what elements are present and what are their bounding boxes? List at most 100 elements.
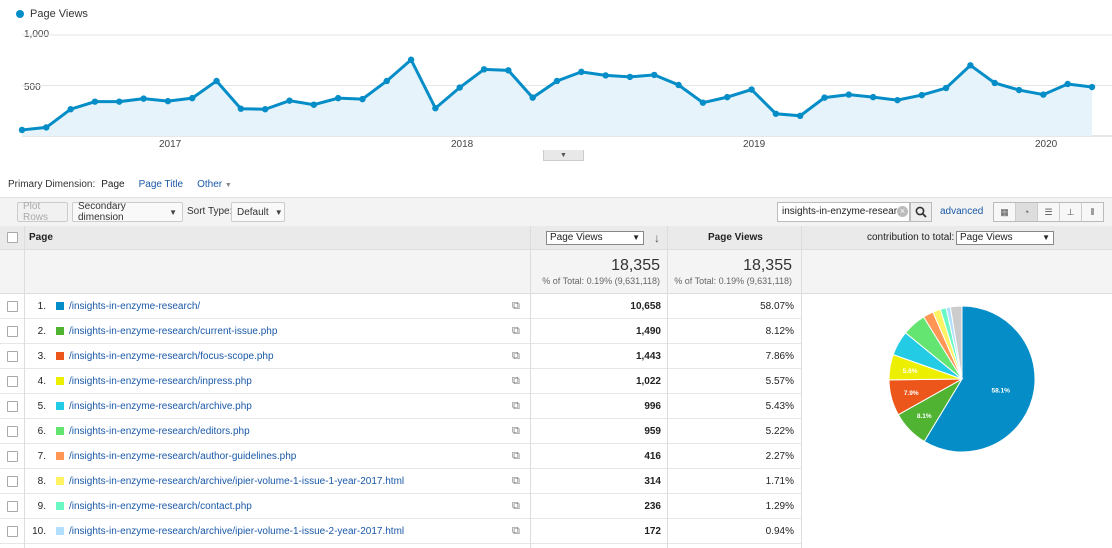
pie-view-button[interactable]: ◔ [1016, 203, 1038, 221]
contribution-dropdown[interactable]: Page Views ▼ [956, 230, 1054, 245]
percent-value: 5.22% [765, 425, 794, 437]
secondary-dimension-dropdown[interactable]: Secondary dimension ▼ [72, 201, 183, 223]
row-color-swatch [56, 527, 64, 535]
row-checkbox[interactable] [7, 425, 18, 437]
comparison-view-button[interactable]: ⊥ [1060, 203, 1082, 221]
metric-dropdown-value: Page Views [550, 231, 603, 243]
open-link-icon[interactable]: ⧉ [512, 324, 520, 337]
open-link-icon[interactable]: ⧉ [512, 499, 520, 512]
page-link[interactable]: /insights-in-enzyme-research/contact.php [69, 500, 252, 512]
sort-type-dropdown[interactable]: Default ▼ [231, 202, 285, 222]
data-point [237, 105, 245, 112]
open-link-icon[interactable]: ⧉ [512, 424, 520, 437]
open-link-icon[interactable]: ⧉ [512, 299, 520, 312]
page-views-value: 1,490 [635, 325, 661, 337]
table-row[interactable]: 9. /insights-in-enzyme-research/contact.p… [0, 494, 801, 519]
row-checkbox-cell[interactable] [7, 469, 18, 493]
dimension-page[interactable]: Page [101, 179, 125, 190]
pie-slice-label: 58.1% [991, 387, 1010, 394]
table-row[interactable]: 5. /insights-in-enzyme-research/archive.p… [0, 394, 801, 419]
page-link[interactable]: /insights-in-enzyme-research/focus-scope… [69, 350, 274, 362]
row-checkbox[interactable] [7, 475, 18, 487]
row-number: 7. [37, 450, 46, 462]
page-link[interactable]: /insights-in-enzyme-research/archive.php [69, 400, 252, 412]
data-point [213, 77, 220, 85]
advanced-filter-link[interactable]: advanced [940, 206, 984, 217]
data-point [675, 81, 682, 89]
page-link[interactable]: /insights-in-enzyme-research/inpress.php [69, 375, 252, 387]
row-checkbox-cell[interactable] [7, 369, 18, 393]
contribution-select[interactable]: Page Views ▼ [956, 226, 1054, 249]
checkbox[interactable] [7, 232, 18, 243]
page-views-column-header[interactable]: Page Views [708, 232, 763, 243]
open-link-icon[interactable]: ⧉ [512, 374, 520, 387]
table-view-button[interactable]: ▦ [994, 203, 1016, 221]
page-link[interactable]: /insights-in-enzyme-research/archive/ipi… [69, 525, 405, 537]
row-checkbox-cell[interactable] [7, 294, 18, 318]
page-views-value: 996 [644, 400, 661, 412]
search-button[interactable] [910, 202, 932, 222]
row-checkbox[interactable] [7, 375, 18, 387]
row-checkbox-cell[interactable] [7, 419, 18, 443]
row-checkbox[interactable] [7, 300, 18, 312]
open-link-icon[interactable]: ⧉ [512, 349, 520, 362]
percent-value: 5.43% [765, 400, 794, 412]
row-checkbox-cell[interactable] [7, 344, 18, 368]
percent-value: 1.71% [765, 475, 794, 487]
row-checkbox[interactable] [7, 350, 18, 362]
pivot-view-button[interactable]: ⦀ [1082, 203, 1103, 221]
page-link[interactable]: /insights-in-enzyme-research/current-iss… [69, 325, 278, 337]
row-checkbox-cell[interactable] [7, 444, 18, 468]
row-checkbox[interactable] [7, 325, 18, 337]
table-row[interactable]: 7. /insights-in-enzyme-research/author-gu… [0, 444, 801, 469]
dimension-other-dropdown[interactable]: Other ▼ [197, 179, 232, 190]
page-views-value: 236 [644, 500, 661, 512]
table-row[interactable]: 10. /insights-in-enzyme-research/archive/… [0, 519, 801, 544]
row-color-swatch [56, 352, 64, 360]
metric-select[interactable]: Page Views ▼ [546, 226, 644, 249]
page-column-header[interactable]: Page [29, 232, 53, 243]
metric-dropdown[interactable]: Page Views ▼ [546, 230, 644, 245]
page-link[interactable]: /insights-in-enzyme-research/archive/ipi… [69, 475, 405, 487]
data-point [1040, 91, 1047, 98]
row-checkbox-cell[interactable] [7, 319, 18, 343]
table-row[interactable]: 4. /insights-in-enzyme-research/inpress.p… [0, 369, 801, 394]
open-link-icon[interactable]: ⧉ [512, 399, 520, 412]
data-point [869, 93, 877, 101]
open-link-icon[interactable]: ⧉ [512, 449, 520, 462]
x-tick-label: 2020 [1035, 139, 1058, 150]
row-checkbox[interactable] [7, 500, 18, 512]
dimension-page-title[interactable]: Page Title [138, 179, 184, 190]
select-all-checkbox[interactable] [7, 226, 18, 249]
performance-view-button[interactable]: ☰ [1038, 203, 1060, 221]
row-checkbox[interactable] [7, 450, 18, 462]
caret-down-icon: ▼ [169, 207, 177, 217]
row-checkbox-cell[interactable] [7, 519, 18, 543]
plot-rows-button[interactable]: Plot Rows [17, 201, 68, 223]
table-row[interactable]: 8. /insights-in-enzyme-research/archive/i… [0, 469, 801, 494]
row-color-cell [56, 419, 64, 443]
pie-slice [923, 305, 1036, 453]
page-link[interactable]: /insights-in-enzyme-research/editors.php [69, 425, 250, 437]
row-checkbox[interactable] [7, 525, 18, 537]
table-row[interactable]: 1. /insights-in-enzyme-research/ ⧉ 10,658 58… [0, 294, 801, 319]
clear-search-icon[interactable]: × [897, 206, 908, 217]
data-point [821, 94, 828, 101]
open-link-icon[interactable]: ⧉ [512, 474, 520, 487]
open-link-icon[interactable]: ⧉ [512, 524, 520, 537]
row-checkbox-cell[interactable] [7, 494, 18, 518]
collapse-chart-button[interactable]: ▼ [543, 150, 584, 161]
table-row[interactable]: 3. /insights-in-enzyme-research/focus-sco… [0, 344, 801, 369]
column-divider [667, 226, 668, 548]
row-checkbox[interactable] [7, 400, 18, 412]
row-checkbox-cell[interactable] [7, 394, 18, 418]
caret-down-icon: ▼ [1042, 232, 1050, 242]
pie-slice [949, 305, 963, 380]
sort-desc-icon[interactable]: ↓ [654, 230, 660, 245]
table-search-input[interactable]: insights-in-enzyme-researc [777, 202, 910, 222]
table-row[interactable]: 2. /insights-in-enzyme-research/current-i… [0, 319, 801, 344]
page-link[interactable]: /insights-in-enzyme-research/ [69, 300, 201, 312]
page-link[interactable]: /insights-in-enzyme-research/author-guid… [69, 450, 297, 462]
table-row[interactable]: 6. /insights-in-enzyme-research/editors.p… [0, 419, 801, 444]
y-tick-label: 500 [24, 82, 41, 93]
